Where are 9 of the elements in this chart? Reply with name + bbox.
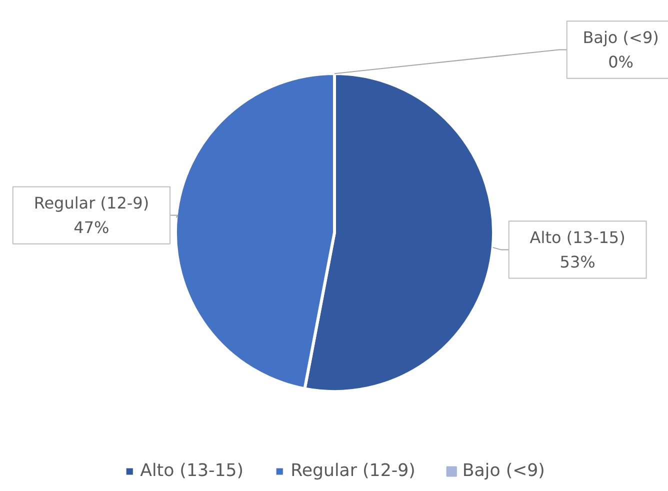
legend-label: Bajo (<9) bbox=[462, 461, 545, 481]
category-label: Bajo (<9) bbox=[582, 28, 659, 47]
text: 0% bbox=[608, 52, 634, 72]
data-label: 53% bbox=[560, 252, 596, 272]
legend-label: Alto (13-15) bbox=[140, 461, 244, 481]
data-label: 47% bbox=[74, 218, 110, 238]
slice-label: Alto (13-15) bbox=[530, 228, 626, 247]
legend-label: Regular (12-9) bbox=[290, 461, 416, 481]
slice-label: Regular (12-9) bbox=[34, 193, 150, 212]
